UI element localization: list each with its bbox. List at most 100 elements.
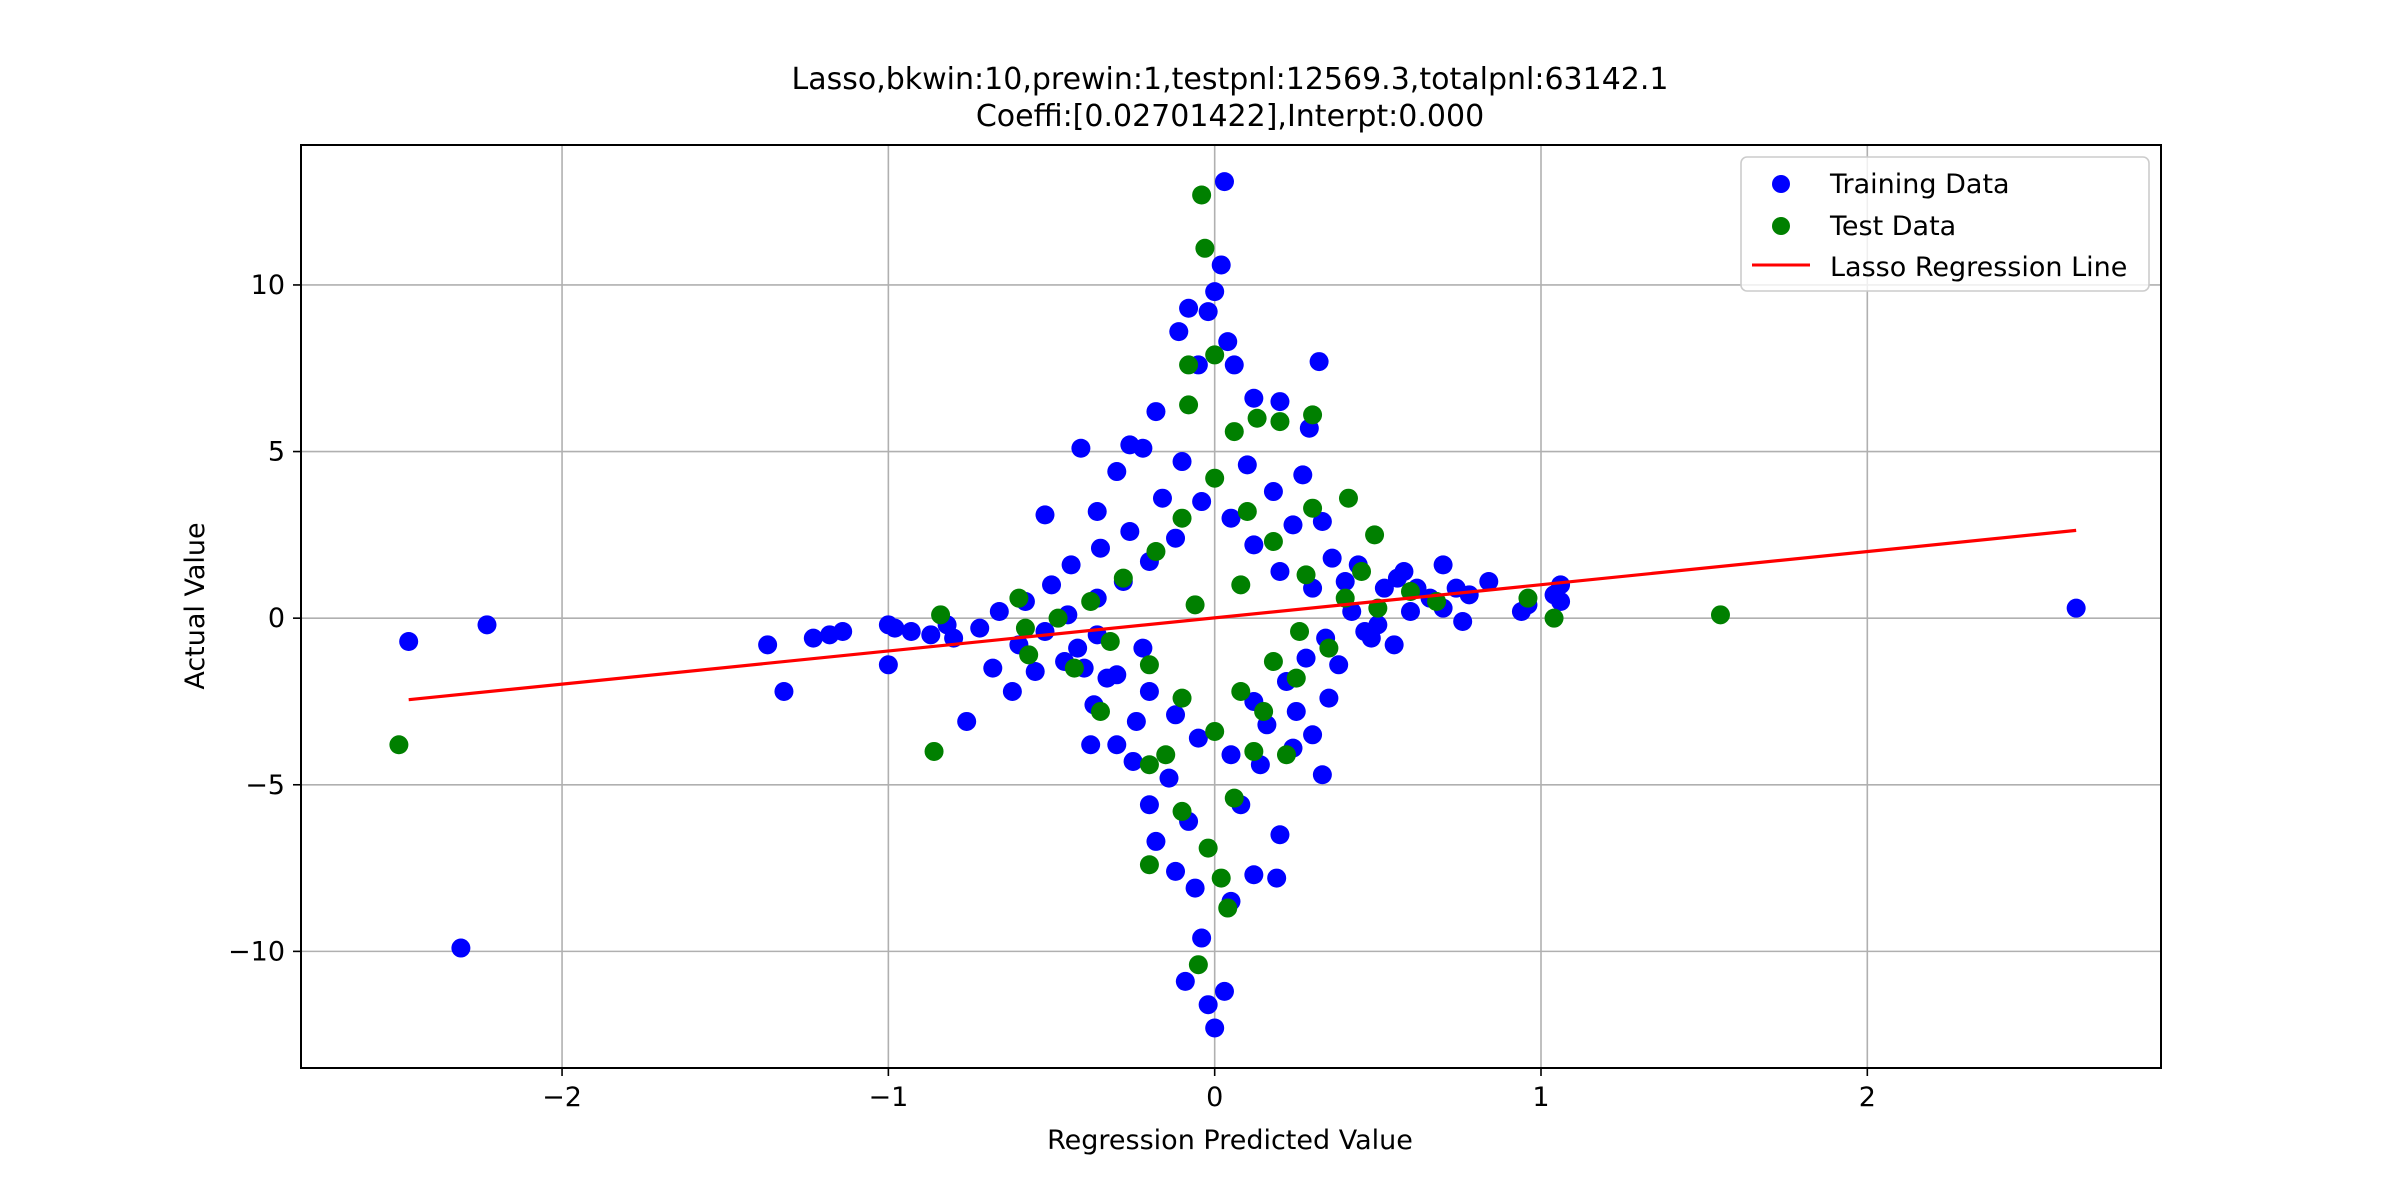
chart-title: Lasso,bkwin:10,prewin:1,testpnl:12569.3,… xyxy=(791,62,1668,97)
test-data-point xyxy=(1263,532,1283,552)
training-data-point xyxy=(1286,701,1306,721)
training-data-point xyxy=(1090,538,1110,558)
test-data-point xyxy=(1303,498,1323,518)
y-tick-label: −10 xyxy=(228,936,285,967)
training-data-point xyxy=(1169,322,1189,342)
test-data-point xyxy=(1218,898,1238,918)
training-data-point xyxy=(1214,172,1234,192)
training-data-point xyxy=(1551,575,1571,595)
training-data-point xyxy=(1133,438,1153,458)
test-data-point xyxy=(1172,508,1192,528)
test-data-point xyxy=(1195,238,1215,258)
training-data-point xyxy=(1387,568,1407,588)
training-data-point xyxy=(1179,298,1199,318)
training-data-point xyxy=(989,601,1009,621)
legend-test-marker xyxy=(1772,217,1790,235)
training-data-point xyxy=(1400,601,1420,621)
training-data-point xyxy=(758,635,778,655)
training-data-point xyxy=(1002,681,1022,701)
x-tick-label: 2 xyxy=(1859,1082,1876,1113)
training-data-point xyxy=(1244,535,1264,555)
training-data-point xyxy=(1237,455,1257,475)
training-data-point xyxy=(1081,735,1101,755)
training-data-point xyxy=(1188,728,1208,748)
training-data-point xyxy=(1267,868,1287,888)
training-data-point xyxy=(1433,555,1453,575)
test-data-point xyxy=(1113,568,1133,588)
test-data-point xyxy=(1303,405,1323,425)
test-data-point xyxy=(1205,468,1225,488)
test-data-point xyxy=(1270,412,1290,432)
test-data-point xyxy=(1319,638,1339,658)
test-data-point xyxy=(924,741,944,761)
test-points xyxy=(389,185,1730,975)
x-tick-label: 0 xyxy=(1206,1082,1223,1113)
training-data-point xyxy=(1211,255,1231,275)
test-data-point xyxy=(1254,701,1274,721)
training-data-point xyxy=(1166,861,1186,881)
training-data-point xyxy=(1263,482,1283,502)
y-axis-label: Actual Value xyxy=(180,522,211,689)
test-data-point xyxy=(1139,855,1159,875)
test-data-point xyxy=(1276,745,1296,765)
training-data-point xyxy=(1293,465,1313,485)
test-data-point xyxy=(1019,645,1039,665)
test-data-point xyxy=(1286,668,1306,688)
training-data-point xyxy=(451,938,471,958)
training-data-point xyxy=(1198,995,1218,1015)
training-data-point xyxy=(1025,661,1045,681)
training-data-point xyxy=(399,631,419,651)
training-data-point xyxy=(1270,825,1290,845)
legend: Training Data Test Data Lasso Regression… xyxy=(1740,156,2150,292)
test-data-point xyxy=(1544,608,1564,628)
training-data-point xyxy=(1312,765,1332,785)
test-data-point xyxy=(1139,655,1159,675)
plot-area-frame xyxy=(300,144,2162,1069)
y-tick-label: 5 xyxy=(268,437,285,468)
training-data-point xyxy=(2066,598,2086,618)
training-data-point xyxy=(1192,928,1212,948)
training-data-point xyxy=(1071,438,1091,458)
training-data-point xyxy=(885,618,905,638)
training-data-point xyxy=(1198,302,1218,322)
training-data-point xyxy=(1270,562,1290,582)
training-data-point xyxy=(1309,352,1329,372)
training-data-point xyxy=(1205,282,1225,302)
legend-training-label: Training Data xyxy=(1829,169,2010,200)
training-data-point xyxy=(1214,981,1234,1001)
test-data-point xyxy=(1205,345,1225,365)
test-data-point xyxy=(1146,542,1166,562)
test-data-point xyxy=(931,605,951,625)
training-data-point xyxy=(1296,648,1316,668)
test-data-point xyxy=(1179,395,1199,415)
training-data-point xyxy=(1159,768,1179,788)
test-data-point xyxy=(1064,658,1084,678)
training-data-point xyxy=(1175,971,1195,991)
lasso-regression-line xyxy=(408,528,2077,702)
training-data-point xyxy=(1107,665,1127,685)
training-data-point xyxy=(1244,388,1264,408)
training-data-point xyxy=(1107,462,1127,482)
training-data-point xyxy=(878,655,898,675)
test-data-point xyxy=(1211,868,1231,888)
fit-line-layer xyxy=(408,528,2077,702)
test-data-point xyxy=(1198,838,1218,858)
training-data-point xyxy=(1139,681,1159,701)
training-data-point xyxy=(1042,575,1062,595)
test-data-point xyxy=(1352,562,1372,582)
training-data-point xyxy=(970,618,990,638)
training-data-point xyxy=(477,615,497,635)
test-data-point xyxy=(1368,598,1388,618)
test-data-point xyxy=(1185,595,1205,615)
training-data-point xyxy=(957,711,977,731)
test-data-point xyxy=(1296,565,1316,585)
legend-frame xyxy=(1740,156,2150,292)
test-data-point xyxy=(1139,755,1159,775)
legend-test-label: Test Data xyxy=(1829,211,1956,242)
training-data-point xyxy=(1146,402,1166,422)
test-data-point xyxy=(1090,701,1110,721)
training-data-point xyxy=(983,658,1003,678)
x-axis-label: Regression Predicted Value xyxy=(1047,1125,1413,1156)
